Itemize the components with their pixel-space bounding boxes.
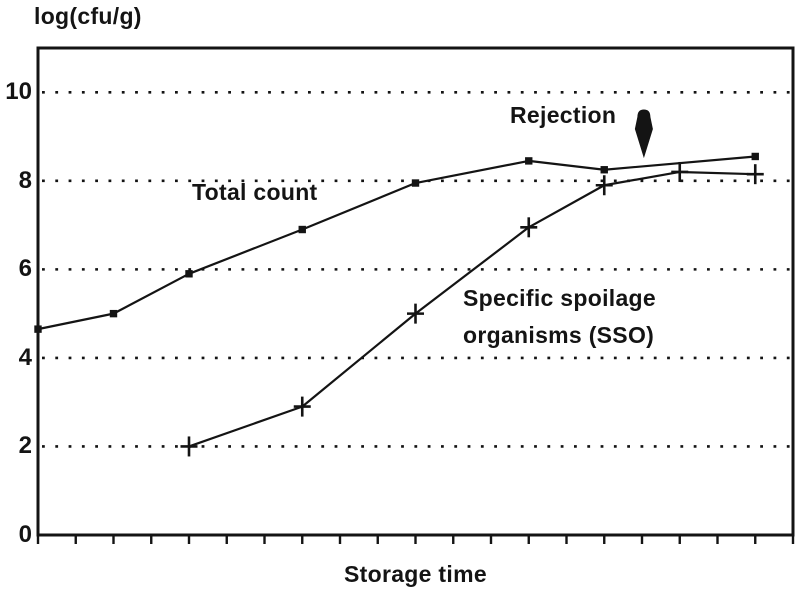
series-label-total-count: Total count <box>192 179 318 205</box>
y-tick-label-0: 0 <box>18 521 32 548</box>
y-tick-label-8: 8 <box>18 166 32 194</box>
y-axis-title: log(cfu/g) <box>34 3 142 29</box>
y-tick-label-10: 10 <box>5 78 32 106</box>
marker-square <box>525 157 533 165</box>
marker-square <box>185 270 193 278</box>
rejection-arrow <box>634 109 653 159</box>
marker-square <box>411 179 420 187</box>
x-axis-title: Storage time <box>344 561 487 587</box>
rejection-label: Rejection <box>510 102 617 128</box>
series-line-total-count <box>37 155 756 331</box>
marker-square <box>751 152 759 161</box>
plot-frame <box>36 46 795 537</box>
marker-square <box>34 325 42 333</box>
series-label-sso: Specific spoilage organisms (SSO) <box>463 285 656 348</box>
marker-square <box>109 309 118 318</box>
marker-square <box>298 225 306 234</box>
marker-square <box>600 166 608 174</box>
y-tick-label-4: 4 <box>18 343 32 371</box>
y-tick-label-2: 2 <box>18 432 32 460</box>
y-tick-label-6: 6 <box>18 255 32 283</box>
